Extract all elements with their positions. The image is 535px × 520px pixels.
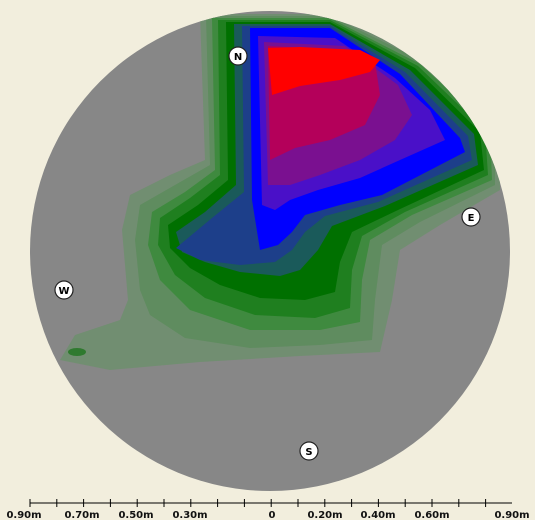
scale-tick-label: 0.90m (6, 510, 41, 520)
scale-tick-label: 0.50m (118, 510, 153, 520)
scale-tick-label: 0.40m (360, 510, 395, 520)
scale-bar: 0.90m 0.70m 0.50m 0.30m 0 0.20m 0.40m 0.60m 0.90… (6, 499, 530, 520)
contour-band-red (268, 47, 380, 95)
compass-west-label: W (58, 286, 69, 297)
compass-north-marker: N (228, 46, 248, 66)
compass-north-label: N (234, 52, 242, 63)
compass-south-marker: S (299, 441, 319, 461)
contour-blob-west (68, 348, 86, 356)
scale-tick-label: 0.70m (64, 510, 99, 520)
compass-west-marker: W (54, 280, 74, 300)
scale-tick-label: 0.20m (307, 510, 342, 520)
compass-south-label: S (305, 447, 312, 458)
scale-tick-label: 0.60m (414, 510, 449, 520)
contour-layers (60, 14, 500, 370)
compass-east-marker: E (461, 207, 481, 227)
compass-east-label: E (468, 213, 475, 224)
scale-tick-label: 0 (269, 510, 276, 520)
scale-tick-label: 0.30m (172, 510, 207, 520)
scale-tick-label: 0.90m (494, 510, 529, 520)
